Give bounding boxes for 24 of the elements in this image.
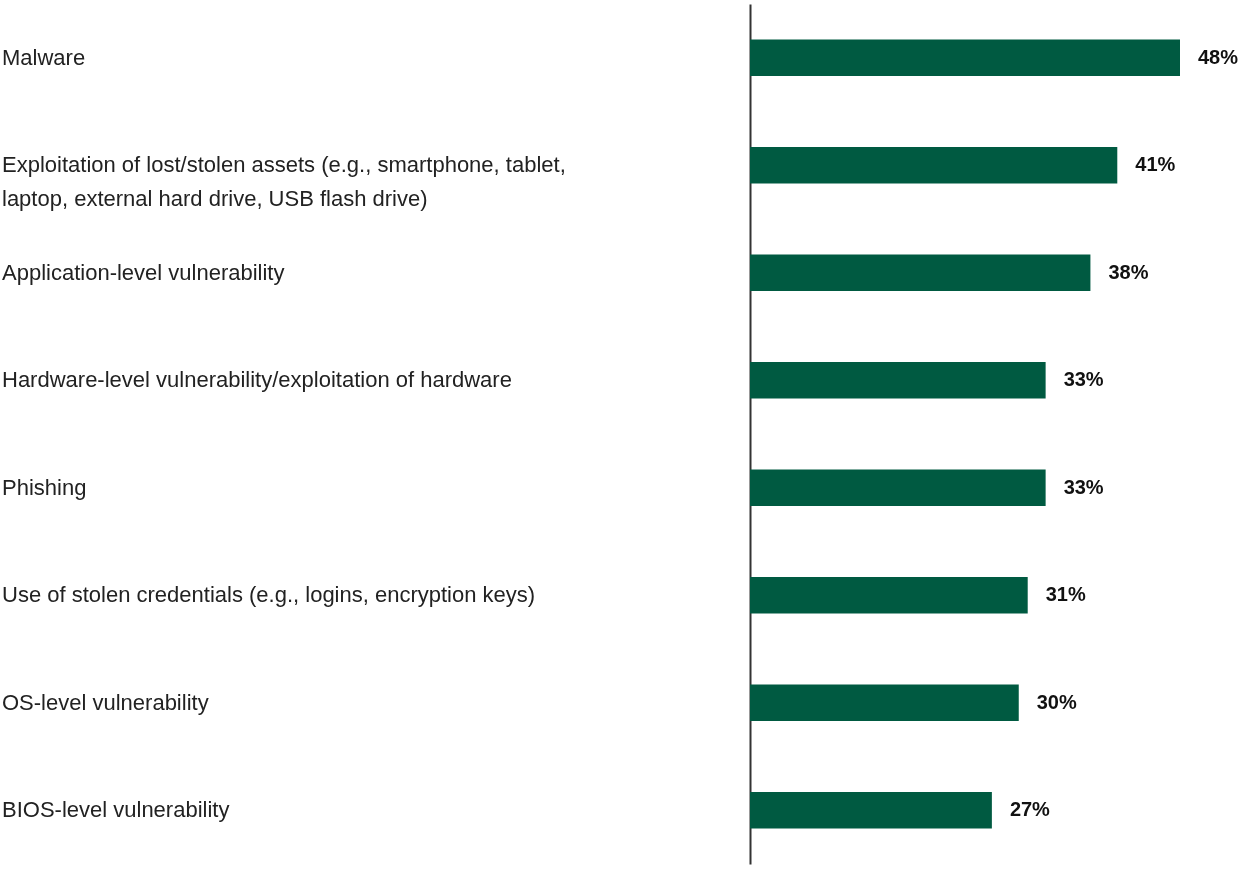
data-label: 41% bbox=[1135, 153, 1176, 176]
bar bbox=[750, 684, 1019, 722]
data-label: 30% bbox=[1036, 690, 1077, 713]
data-label: 33% bbox=[1063, 475, 1104, 498]
bar bbox=[750, 791, 992, 829]
data-label: 48% bbox=[1198, 45, 1239, 68]
bar bbox=[750, 39, 1180, 77]
y-tick-label: Application-level vulnerability bbox=[2, 259, 285, 285]
y-tick-label: Hardware-level vulnerability/exploitation of hardware bbox=[2, 367, 512, 393]
y-tick-label: Use of stolen credentials (e.g., logins, encryption keys) bbox=[2, 582, 536, 608]
data-label: 27% bbox=[1009, 798, 1051, 821]
bar bbox=[750, 254, 1091, 292]
data-label: 38% bbox=[1108, 260, 1149, 283]
data-label: 31% bbox=[1045, 583, 1086, 606]
bar bbox=[750, 576, 1028, 614]
y-tick-label: Exploitation of lost/stolen assets (e.g., smartphone, tablet, laptop, external hard drive, USB flash drive) bbox=[2, 152, 566, 212]
bar bbox=[750, 361, 1046, 399]
y-tick-label: Phishing bbox=[2, 474, 87, 500]
data-label: 33% bbox=[1063, 368, 1104, 391]
bar bbox=[750, 469, 1046, 507]
y-tick-label: BIOS-level vulnerability bbox=[2, 797, 230, 823]
y-tick-label: OS-level vulnerability bbox=[2, 689, 209, 715]
y-tick-label: Malware bbox=[2, 44, 86, 70]
bar bbox=[750, 146, 1118, 184]
